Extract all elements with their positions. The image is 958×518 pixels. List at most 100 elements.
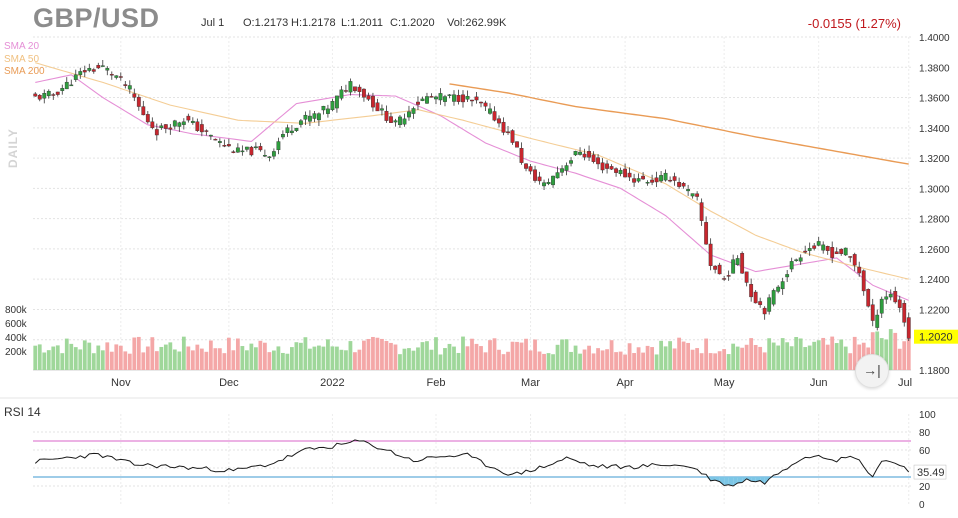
candle-body: [528, 166, 533, 172]
volume-bar: [244, 350, 249, 370]
volume-bar: [722, 349, 727, 370]
volume-bar: [330, 346, 335, 370]
volume-bar: [645, 345, 650, 370]
volume-bar: [555, 344, 560, 370]
candle-body: [87, 68, 92, 71]
candle-body: [627, 172, 632, 178]
volume-bar: [627, 343, 632, 370]
x-tick-label: Nov: [111, 377, 131, 389]
volume-bar: [803, 347, 808, 370]
volume-bar: [91, 353, 96, 370]
candle-body: [258, 146, 263, 151]
volume-bar: [96, 345, 101, 370]
candle-body: [582, 153, 587, 158]
candle-body: [303, 114, 308, 120]
volume-bar: [731, 343, 736, 370]
volume-bar: [434, 337, 438, 370]
candle-body: [105, 68, 110, 71]
volume-bar: [690, 349, 695, 370]
volume-bar: [411, 350, 416, 370]
volume-bar: [393, 344, 398, 370]
volume-bar: [177, 351, 182, 370]
rsi-oversold-fill: [737, 477, 743, 483]
volume-bar: [875, 331, 880, 370]
volume-bar: [78, 349, 83, 370]
legend-sma50: SMA 50: [4, 54, 40, 65]
volume-bar: [591, 353, 596, 370]
y-tick-label: 1.3000: [919, 184, 950, 195]
candle-body: [321, 105, 326, 111]
x-tick-label: Jun: [810, 377, 828, 389]
candle-body: [803, 250, 808, 253]
candle-body: [33, 93, 38, 97]
candle-body: [690, 193, 695, 197]
candle-body: [317, 113, 321, 121]
volume-bar: [159, 346, 164, 370]
candle-body: [145, 114, 150, 123]
volume-bar: [371, 336, 375, 370]
candle-body: [434, 96, 438, 100]
volume-bar: [821, 337, 826, 370]
candle-body: [780, 281, 785, 290]
rsi-oversold-fill: [728, 477, 734, 487]
volume-bar: [213, 348, 218, 370]
sma-line-200: [449, 83, 909, 165]
rsi-title: RSI 14: [4, 405, 41, 419]
candle-body: [879, 298, 884, 314]
candle-body: [195, 121, 200, 131]
candle-body: [240, 150, 245, 153]
volume-bar: [118, 345, 123, 370]
candle-body: [560, 168, 564, 173]
candle-body: [546, 182, 551, 185]
volume-bar: [609, 340, 614, 370]
volume-bar: [267, 352, 272, 370]
volume-bar: [154, 351, 159, 370]
volume-bar: [73, 347, 78, 370]
rsi-oversold-fill: [760, 477, 765, 485]
volume-bar: [402, 348, 407, 370]
volume-bar: [208, 340, 213, 370]
volume-bar: [222, 353, 227, 370]
volume-bar: [506, 351, 510, 370]
candle-body: [222, 145, 227, 147]
candle-body: [681, 182, 686, 187]
volume-bar: [366, 338, 371, 370]
y-tick-label: 1.1800: [919, 366, 950, 377]
candle-body: [55, 91, 60, 95]
jump-to-latest-button[interactable]: →|: [855, 354, 889, 388]
volume-bar: [447, 343, 452, 370]
volume-bar: [618, 351, 623, 370]
candle-body: [726, 275, 731, 277]
volume-bar: [326, 339, 330, 370]
candle-body: [749, 284, 754, 298]
candle-body: [42, 93, 47, 99]
candle-body: [353, 86, 357, 92]
candle-body: [348, 81, 353, 93]
candle-body: [226, 144, 231, 147]
volume-bar: [740, 347, 745, 370]
candle-body: [771, 290, 776, 305]
candle-body: [632, 178, 637, 183]
candle-body: [483, 102, 488, 107]
volume-bar: [798, 338, 803, 370]
candle-body: [159, 125, 164, 128]
volume-bar: [641, 352, 645, 370]
y-tick-label: 1.2800: [919, 215, 950, 226]
volume-bar: [560, 339, 564, 370]
volume-bar: [497, 349, 501, 370]
candle-body: [244, 146, 249, 150]
candle-body: [362, 88, 366, 98]
volume-bar: [69, 343, 74, 370]
volume-bar: [249, 343, 254, 370]
volume-bar: [60, 353, 65, 370]
candle-body: [533, 169, 537, 181]
volume-bar: [717, 351, 722, 370]
volume-bar: [195, 344, 200, 370]
candle-body: [118, 76, 123, 78]
volume-bar: [321, 346, 326, 370]
volume-bar: [299, 342, 303, 370]
volume-bar: [870, 332, 875, 370]
volume-bar: [663, 346, 668, 370]
y-tick-label: 1.3200: [919, 154, 950, 165]
y-tick-label: 1.2200: [919, 305, 950, 316]
